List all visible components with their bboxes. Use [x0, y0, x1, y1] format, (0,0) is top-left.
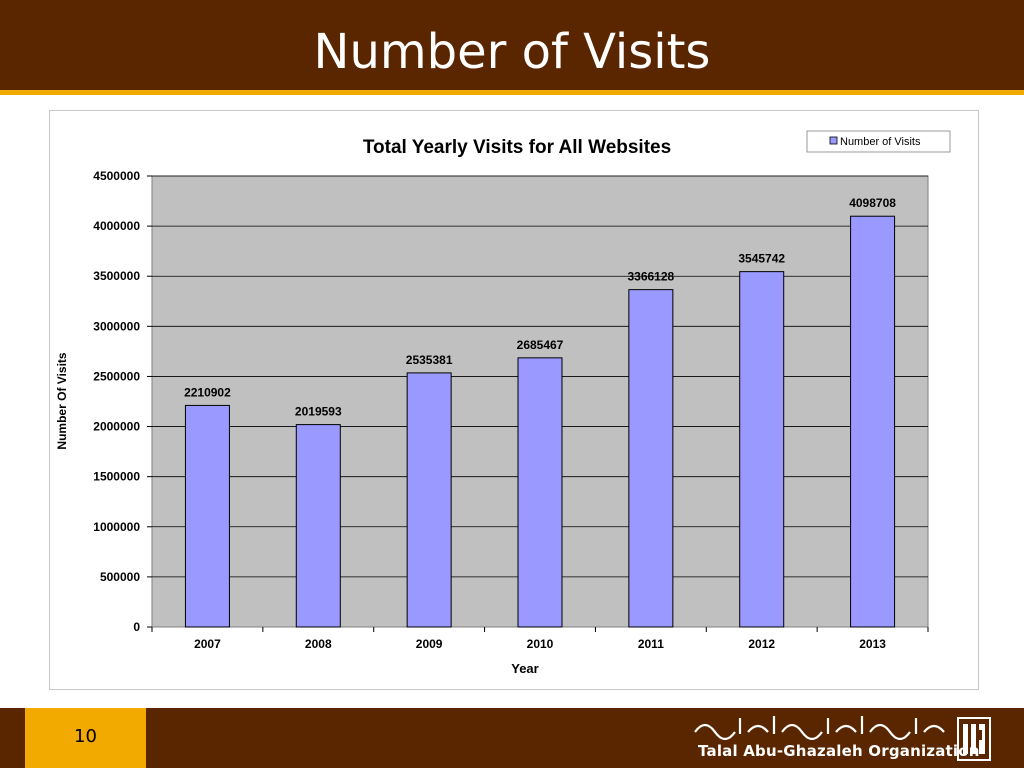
bar [184, 404, 230, 628]
bar [517, 357, 563, 628]
y-tick-label: 2500000 [93, 369, 140, 383]
header-accent-line [0, 90, 1024, 95]
x-tick-label: 2011 [638, 637, 664, 651]
data-label: 2685467 [517, 338, 564, 352]
bar [739, 271, 785, 628]
legend-swatch [829, 136, 838, 145]
data-label: 3545742 [738, 252, 785, 266]
tag-logo-icon [957, 717, 991, 761]
data-label: 2535381 [406, 353, 453, 367]
x-axis-label: Year [511, 661, 538, 676]
data-label: 3366128 [627, 270, 674, 284]
y-tick-label: 0 [133, 620, 140, 634]
x-tick-label: 2012 [748, 637, 775, 651]
y-tick-label: 3000000 [93, 319, 140, 333]
data-label: 2210902 [184, 385, 231, 399]
data-label: 2019593 [295, 405, 342, 419]
footer-bar [0, 708, 1024, 768]
page-number: 10 [74, 726, 97, 747]
bar [850, 215, 896, 628]
x-tick-label: 2010 [527, 637, 554, 651]
bar [406, 372, 452, 628]
y-tick-label: 1000000 [93, 520, 140, 534]
y-tick-label: 2000000 [93, 420, 140, 434]
x-tick-label: 2013 [859, 637, 886, 651]
x-tick-label: 2008 [305, 637, 332, 651]
data-label: 4098708 [849, 196, 896, 210]
page-number-box [25, 708, 146, 768]
bar [295, 424, 341, 628]
x-tick-label: 2007 [194, 637, 221, 651]
legend-label: Number of Visits [840, 136, 921, 148]
y-tick-label: 3500000 [93, 269, 140, 283]
y-tick-label: 500000 [100, 570, 140, 584]
slide-title: Number of Visits [313, 24, 711, 80]
header-bar [0, 0, 1024, 90]
y-tick-label: 4000000 [93, 219, 140, 233]
x-tick-label: 2009 [416, 637, 443, 651]
y-tick-label: 4500000 [93, 169, 140, 183]
chart-title: Total Yearly Visits for All Websites [363, 137, 671, 158]
arabic-logotype-icon [694, 716, 945, 740]
chart-frame: 0 500000 1000000 1500000 2000000 2500000 30000… [49, 110, 979, 690]
legend-box [806, 130, 951, 153]
y-tick-label: 1500000 [93, 470, 140, 484]
bar-chart: 0 500000 1000000 1500000 2000000 2500000 30000… [55, 130, 951, 676]
y-axis-label: Number Of Visits [55, 352, 69, 449]
bar [628, 289, 674, 628]
organization-name: Talal Abu-Ghazaleh Organization [698, 742, 980, 760]
